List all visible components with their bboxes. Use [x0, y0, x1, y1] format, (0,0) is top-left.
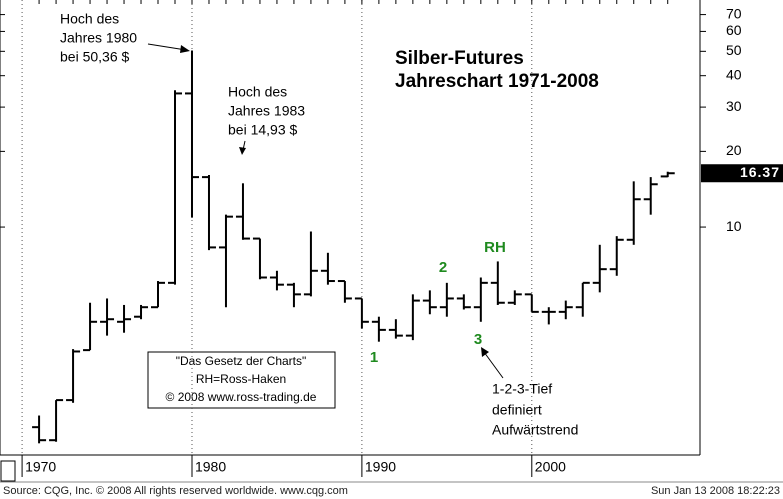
- credit-text: "Das Gesetz der Charts": [176, 354, 307, 368]
- y-tick-label: 70: [726, 5, 742, 21]
- last-price-label: 16.37: [740, 164, 780, 180]
- point-label: RH: [484, 239, 506, 256]
- y-tick-label: 40: [726, 66, 742, 82]
- x-tick-label: 1990: [365, 459, 396, 475]
- y-tick-label: 30: [726, 98, 742, 114]
- y-tick-label: 20: [726, 142, 742, 158]
- point-label: 1: [370, 349, 378, 366]
- credit-text: RH=Ross-Haken: [196, 372, 286, 386]
- arrow-head: [239, 147, 246, 155]
- last-price-box: [701, 164, 783, 183]
- arrow: [147, 43, 187, 51]
- annotation: 1-2-3-Tief: [492, 381, 552, 397]
- x-tick-label: 1980: [195, 459, 226, 475]
- y-tick-label: 10: [726, 218, 742, 234]
- point-label: 2: [439, 259, 447, 276]
- timestamp: Sun Jan 13 2008 18:22:23: [651, 485, 780, 497]
- annotation: Jahres 1980: [60, 30, 137, 46]
- annotation: Jahres 1983: [228, 103, 305, 119]
- arrow-head: [481, 347, 489, 357]
- credit-box: [147, 351, 336, 409]
- arrow: [483, 351, 504, 379]
- annotation: bei 50,36 $: [60, 49, 129, 65]
- chart-title: Silber-Futures: [395, 48, 524, 69]
- point-label: 3: [474, 331, 482, 348]
- annotation: Hoch des: [60, 11, 119, 27]
- annotation: Hoch des: [228, 84, 287, 100]
- arrow-head: [180, 45, 190, 53]
- annotation: bei 14,93 $: [228, 122, 297, 138]
- credit-text: © 2008 www.ross-trading.de: [166, 390, 317, 404]
- x-tick-label: 2000: [535, 459, 566, 475]
- chart-subtitle: Jahreschart 1971-2008: [395, 71, 599, 92]
- y-tick-label: 60: [726, 22, 742, 38]
- annotation: definiert: [492, 402, 542, 418]
- source: Source: CQG, Inc. © 2008 All rights rese…: [3, 485, 348, 497]
- annotation: Aufwärtstrend: [492, 422, 578, 438]
- x-tick-label: 1970: [25, 459, 56, 475]
- corner-box: [0, 460, 16, 482]
- y-tick-label: 50: [726, 42, 742, 58]
